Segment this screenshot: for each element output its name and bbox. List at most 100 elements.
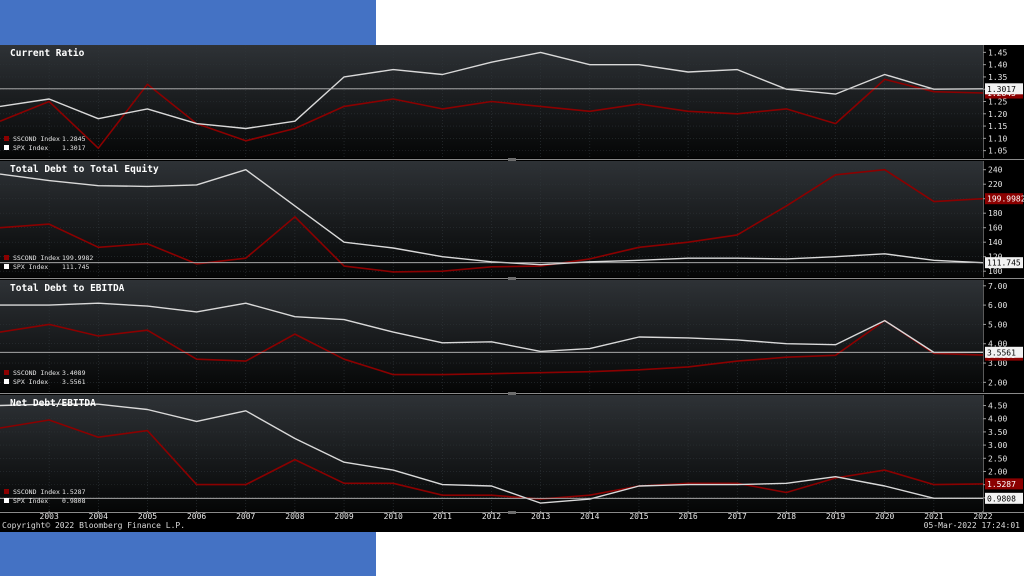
- x-tick-label: 2011: [433, 512, 452, 521]
- legend-swatch: [4, 136, 9, 141]
- series-line-sscond: [0, 419, 984, 500]
- legend-swatch: [4, 145, 9, 150]
- x-tick-label: 2013: [531, 512, 550, 521]
- y-tick-label: 3.50: [988, 428, 1007, 437]
- panel-splitter-handle: [508, 392, 516, 395]
- plot-background: [0, 280, 983, 392]
- panel-splitter-handle: [508, 511, 516, 514]
- y-tick-label: 7.00: [988, 282, 1007, 291]
- y-tick-label: 180: [988, 209, 1003, 218]
- y-tick-label: 240: [988, 166, 1003, 175]
- x-tick-label: 2005: [138, 512, 157, 521]
- chart-panel-3: 2.003.004.005.006.007.003.40893.5561Tota…: [0, 280, 1024, 395]
- last-value-tag: [985, 492, 1023, 504]
- x-tick-label: 2008: [285, 512, 304, 521]
- last-value-label: 111.745: [987, 259, 1021, 268]
- y-tick-label: 1.40: [988, 61, 1007, 70]
- legend-swatch: [4, 489, 9, 494]
- y-tick-label: 5.00: [988, 320, 1007, 329]
- y-tick-label: 1.10: [988, 134, 1007, 143]
- legend-series-name: SPX Index: [13, 263, 48, 271]
- y-tick-label: 160: [988, 224, 1003, 233]
- x-tick-label: 2009: [334, 512, 353, 521]
- last-value-tag: [985, 193, 1023, 205]
- y-tick-label: 1.35: [988, 73, 1007, 82]
- y-tick-label: 6.00: [988, 301, 1007, 310]
- legend-swatch: [4, 264, 9, 269]
- x-tick-label: 2016: [678, 512, 697, 521]
- legend-swatch: [4, 379, 9, 384]
- series-line-spx: [0, 403, 983, 504]
- legend-series-name: SSCOND Index: [13, 254, 60, 262]
- series-line-sscond: [0, 78, 984, 149]
- y-tick-label: 1.20: [988, 110, 1007, 119]
- last-value-tag: [985, 257, 1023, 269]
- panel-title: Total Debt to EBITDA: [10, 283, 125, 294]
- legend-series-name: SPX Index: [13, 378, 48, 386]
- x-tick-label: 2021: [924, 512, 943, 521]
- last-value-tag: [985, 83, 1023, 95]
- series-line-sscond: [0, 168, 984, 273]
- y-tick-label: 140: [988, 238, 1003, 247]
- legend-swatch: [4, 498, 9, 503]
- last-value-tag: [985, 346, 1023, 358]
- last-value-label: 199.9982: [987, 195, 1024, 204]
- y-tick-label: 1.25: [988, 98, 1007, 107]
- chart-panel-2: 100120140160180200220240199.9982111.745T…: [0, 161, 1024, 280]
- slide-accent-bottom: [0, 532, 376, 576]
- y-tick-label: 3.00: [988, 359, 1007, 368]
- series-line-sscond: [0, 319, 984, 376]
- last-value-label: 3.5561: [987, 348, 1016, 357]
- legend-series-value: 1.2845: [62, 135, 86, 143]
- y-tick-label: 1.05: [988, 147, 1007, 156]
- x-tick-label: 2017: [728, 512, 747, 521]
- panel-title: Total Debt to Total Equity: [10, 164, 159, 175]
- last-value-label: 1.5287: [987, 480, 1016, 489]
- legend-series-name: SSCOND Index: [13, 488, 60, 496]
- last-value-label: 0.9808: [987, 494, 1016, 503]
- legend-series-value: 0.9808: [62, 497, 86, 505]
- y-tick-label: 2.50: [988, 454, 1007, 463]
- legend-series-name: SSCOND Index: [13, 135, 60, 143]
- x-tick-label: 2010: [384, 512, 403, 521]
- chart-panel-1: 1.051.101.151.201.251.301.351.401.451.28…: [0, 45, 1024, 161]
- legend-series-name: SSCOND Index: [13, 369, 60, 377]
- panel-title: Current Ratio: [10, 48, 85, 59]
- panel-splitter-handle: [508, 277, 516, 280]
- x-tick-label: 2020: [875, 512, 894, 521]
- y-tick-label: 4.50: [988, 402, 1007, 411]
- x-tick-label: 2003: [40, 512, 59, 521]
- y-tick-label: 2.00: [988, 467, 1007, 476]
- legend-series-value: 199.9982: [62, 254, 93, 262]
- legend-series-value: 1.3017: [62, 144, 86, 152]
- x-tick-label: 2018: [777, 512, 796, 521]
- chart-canvas: 1.051.101.151.201.251.301.351.401.451.28…: [0, 45, 1024, 521]
- legend-series-value: 111.745: [62, 263, 89, 271]
- x-tick-label: 2007: [236, 512, 255, 521]
- legend-swatch: [4, 255, 9, 260]
- y-tick-label: 4.00: [988, 340, 1007, 349]
- series-line-spx: [0, 51, 984, 130]
- x-tick-label: 2006: [187, 512, 206, 521]
- series-line-spx: [0, 168, 984, 266]
- series-line-spx: [0, 302, 984, 354]
- y-tick-label: 100: [988, 267, 1003, 276]
- x-tick-label: 2015: [629, 512, 648, 521]
- y-tick-label: 2.00: [988, 378, 1007, 387]
- y-tick-label: 220: [988, 180, 1003, 189]
- last-value-tag: [985, 478, 1023, 490]
- x-tick-label: 2022: [973, 512, 992, 521]
- legend-series-value: 1.5287: [62, 488, 86, 496]
- legend-series-name: SPX Index: [13, 497, 48, 505]
- chart-panel-4: 1.001.502.002.503.003.504.004.501.52870.…: [0, 395, 1024, 514]
- panel-title: Net Debt/EBITDA: [10, 398, 96, 409]
- y-tick-label: 1.45: [988, 48, 1007, 57]
- bloomberg-chart-panel: 1.051.101.151.201.251.301.351.401.451.28…: [0, 45, 1024, 532]
- legend-swatch: [4, 370, 9, 375]
- x-tick-label: 2019: [826, 512, 845, 521]
- legend-series-value: 3.4089: [62, 369, 86, 377]
- legend-series-value: 3.5561: [62, 378, 86, 386]
- last-value-label: 1.3017: [987, 85, 1016, 94]
- x-tick-label: 2012: [482, 512, 501, 521]
- y-tick-label: 3.00: [988, 441, 1007, 450]
